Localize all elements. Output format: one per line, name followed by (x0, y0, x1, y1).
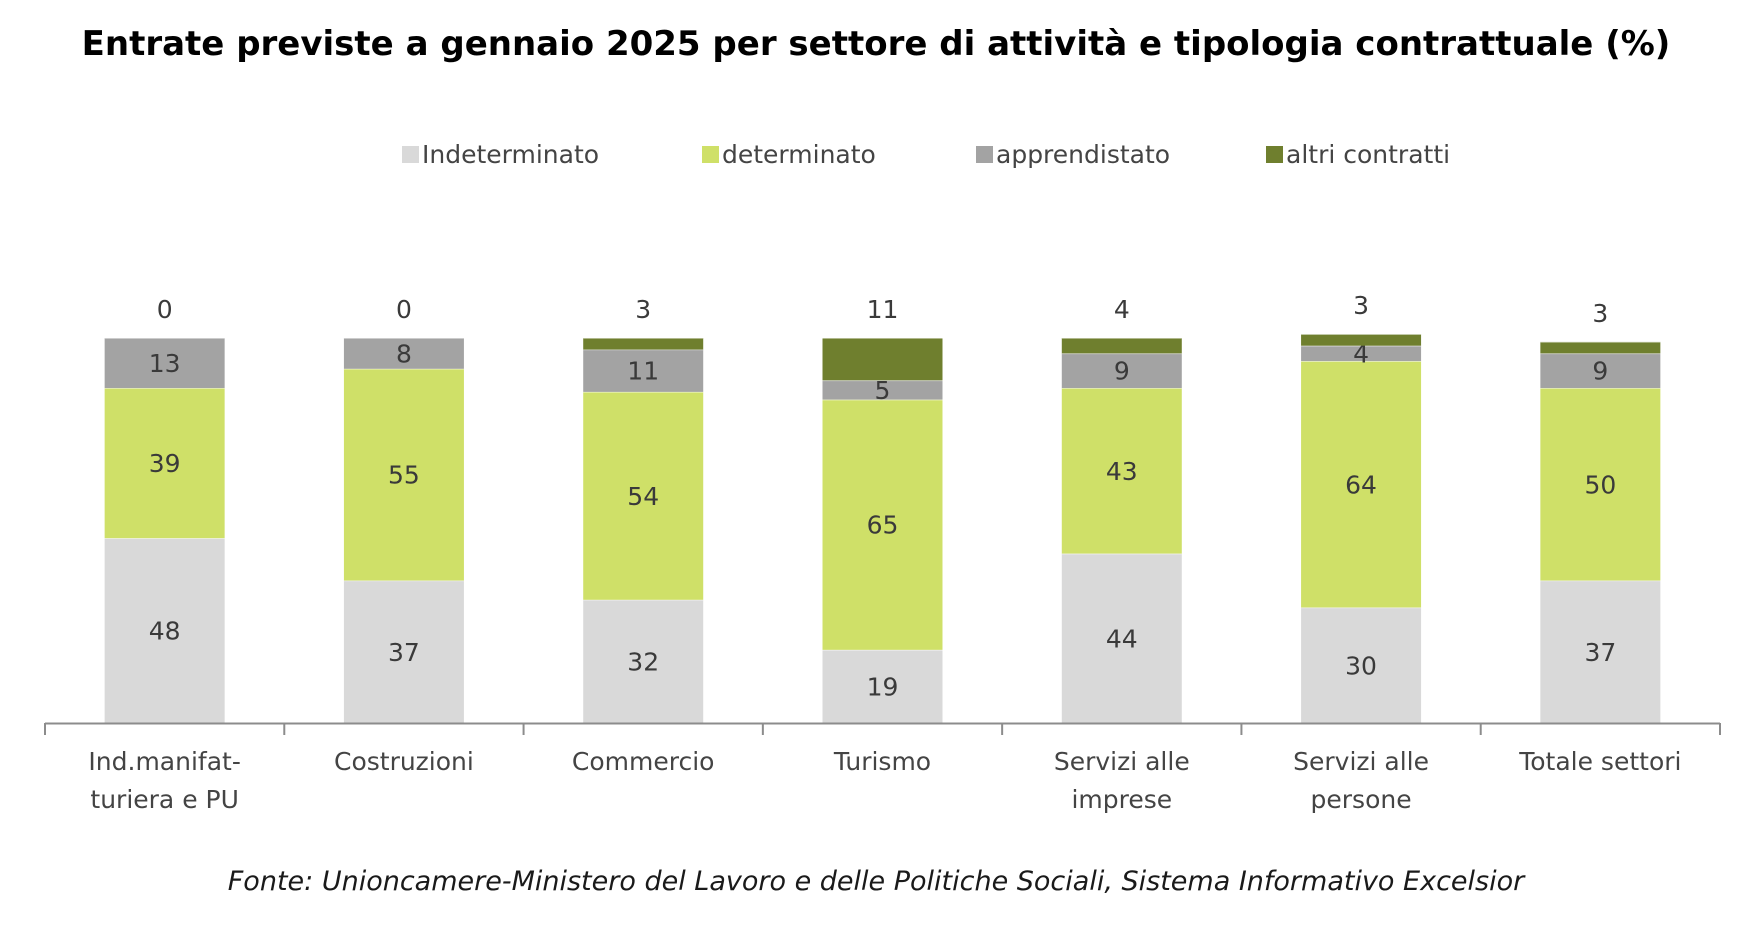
bar-segment-altri-contratti (583, 338, 704, 350)
x-axis: Ind.manifat-turiera e PU Costruzioni Comme… (44, 722, 1721, 814)
bar-segment-apprendistato (343, 338, 464, 369)
legend-label: Indeterminato (422, 140, 599, 169)
data-label: 3 (1353, 291, 1369, 320)
bar-stack-totale-settori: 37 50 9 3 (1540, 299, 1661, 723)
legend-item-apprendistato: apprendistato (976, 140, 1170, 169)
source-note: Fonte: Unioncamere-Ministero del Lavoro … (227, 866, 1525, 897)
chart-legend: Indeterminato determinato apprendistato alt… (402, 140, 1450, 169)
legend-item-altri-contratti: altri contratti (1266, 140, 1450, 169)
data-label: 9 (1114, 357, 1130, 386)
bar-stack-costruzioni: 37 55 8 0 (343, 295, 464, 723)
bar-segment-apprendistato (822, 380, 943, 400)
data-label: 55 (388, 461, 420, 490)
bar-segment-apprendistato (1540, 353, 1661, 389)
bar-group: 4839130375580325411319655114443943064433… (104, 291, 1661, 723)
bar-segment-determinato (1301, 361, 1422, 608)
bar-segment-apprendistato (104, 338, 225, 389)
category-label-ind-manifat-turiera-e-pu: Ind.manifat-turiera e PU (88, 747, 240, 814)
legend-swatch (702, 146, 719, 163)
data-label: 37 (388, 638, 420, 667)
bar-stack-servizi-alle-imprese: 44 43 9 4 (1061, 295, 1182, 723)
bar-stack-commercio: 32 54 11 3 (583, 295, 704, 723)
chart-title: Entrate previste a gennaio 2025 per sett… (81, 24, 1671, 64)
category-label-costruzioni: Costruzioni (334, 747, 474, 776)
category-label-totale-settori: Totale settori (1518, 747, 1681, 776)
data-label: 5 (875, 376, 891, 405)
legend-swatch (402, 146, 419, 163)
data-label: 3 (1592, 299, 1608, 328)
bar-segment-determinato (822, 399, 943, 650)
data-label: 0 (157, 295, 173, 324)
legend-item-indeterminato: Indeterminato (402, 140, 599, 169)
data-label: 37 (1584, 638, 1616, 667)
bar-segment-determinato (104, 388, 225, 539)
data-label: 8 (396, 339, 412, 368)
data-label: 48 (149, 617, 181, 646)
data-label: 0 (396, 295, 412, 324)
bar-segment-indeterminato (104, 538, 225, 723)
category-label-servizi-alle-persone: Servizi alle persone (1293, 747, 1429, 814)
bar-segment-indeterminato (1061, 553, 1182, 723)
data-label: 43 (1106, 457, 1138, 486)
bar-segment-determinato (583, 391, 704, 600)
data-label: 9 (1592, 357, 1608, 386)
bar-segment-indeterminato (1540, 580, 1661, 723)
legend-label: apprendistato (996, 140, 1170, 169)
legend-label: determinato (722, 140, 876, 169)
data-label: 54 (627, 482, 659, 511)
bar-segment-determinato (343, 368, 464, 581)
bar-stack-turismo: 19 65 5 11 (822, 295, 943, 723)
data-label: 39 (149, 449, 181, 478)
bar-segment-indeterminato (583, 599, 704, 723)
bar-segment-altri-contratti (822, 338, 943, 381)
data-label: 44 (1106, 624, 1138, 653)
bar-segment-indeterminato (343, 580, 464, 723)
data-label: 4 (1114, 295, 1130, 324)
bar-segment-indeterminato (1301, 607, 1422, 723)
bar-segment-apprendistato (583, 349, 704, 392)
bar-stack-servizi-alle-persone: 30 64 4 3 (1301, 291, 1422, 723)
data-label: 3 (635, 295, 651, 324)
category-label-turismo: Turismo (833, 747, 931, 776)
data-label: 19 (867, 672, 899, 701)
data-label: 11 (867, 295, 899, 324)
bar-segment-altri-contratti (1301, 334, 1422, 346)
legend-swatch (1266, 146, 1283, 163)
bar-segment-altri-contratti (1540, 341, 1661, 354)
bar-segment-determinato (1061, 388, 1182, 554)
bar-segment-determinato (1540, 388, 1661, 581)
data-label: 65 (867, 511, 899, 540)
bar-stack-ind-manifat-turiera-e-pu: 48 39 13 0 (104, 295, 225, 723)
category-label-commercio: Commercio (572, 747, 715, 776)
data-label: 32 (627, 647, 659, 676)
bar-segment-apprendistato (1301, 345, 1422, 362)
category-label-servizi-alle-imprese: Servizi alle imprese (1054, 747, 1190, 814)
bar-segment-altri-contratti (1061, 338, 1182, 354)
data-label: 50 (1584, 470, 1616, 499)
legend-swatch (976, 146, 993, 163)
data-label: 30 (1345, 651, 1377, 680)
legend-label: altri contratti (1286, 140, 1450, 169)
data-label: 64 (1345, 470, 1377, 499)
data-label: 13 (149, 349, 181, 378)
legend-item-determinato: determinato (702, 140, 876, 169)
data-label: 11 (627, 357, 659, 386)
bar-segment-apprendistato (1061, 353, 1182, 389)
data-label: 4 (1353, 339, 1369, 368)
bar-segment-indeterminato (822, 649, 943, 723)
